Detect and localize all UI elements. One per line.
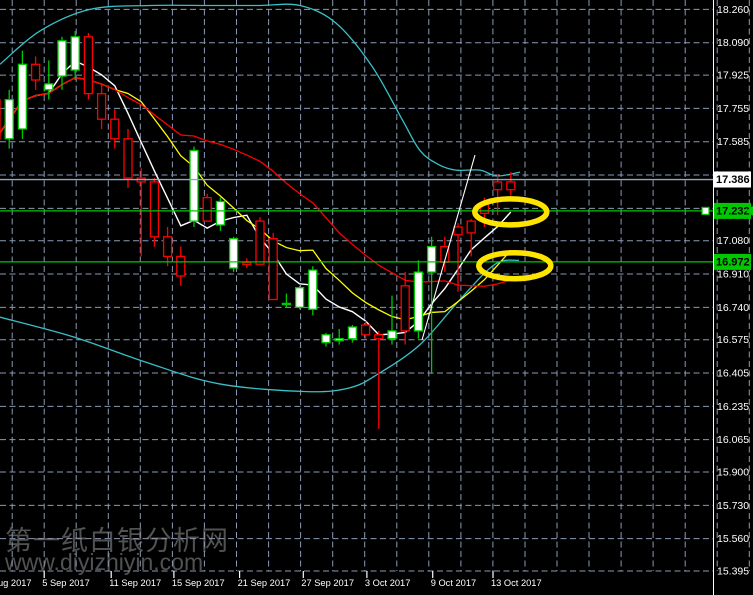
svg-text:17.080: 17.080 bbox=[717, 235, 749, 247]
svg-text:16.405: 16.405 bbox=[717, 368, 749, 380]
svg-text:15 Sep 2017: 15 Sep 2017 bbox=[172, 578, 225, 588]
svg-text:ug 2017: ug 2017 bbox=[0, 578, 32, 588]
svg-text:21 Sep 2017: 21 Sep 2017 bbox=[238, 578, 291, 588]
svg-text:17.585: 17.585 bbox=[717, 136, 749, 148]
svg-text:16.065: 16.065 bbox=[717, 434, 749, 446]
svg-text:16.910: 16.910 bbox=[717, 269, 749, 281]
svg-text:9 Oct 2017: 9 Oct 2017 bbox=[431, 578, 476, 588]
svg-text:11 Sep 2017: 11 Sep 2017 bbox=[109, 578, 161, 588]
svg-text:17.232: 17.232 bbox=[716, 205, 750, 217]
svg-text:27 Sep 2017: 27 Sep 2017 bbox=[301, 578, 354, 588]
svg-text:17.925: 17.925 bbox=[717, 70, 749, 82]
svg-text:5 Sep 2017: 5 Sep 2017 bbox=[42, 578, 90, 588]
svg-text:15.560: 15.560 bbox=[717, 533, 749, 545]
svg-text:3 Oct 2017: 3 Oct 2017 bbox=[365, 578, 410, 588]
svg-text:18.260: 18.260 bbox=[717, 4, 749, 16]
svg-text:15.730: 15.730 bbox=[717, 500, 749, 512]
svg-text:16.575: 16.575 bbox=[717, 334, 749, 346]
svg-text:18.090: 18.090 bbox=[717, 37, 749, 49]
svg-text:15.900: 15.900 bbox=[717, 467, 749, 479]
svg-text:16.740: 16.740 bbox=[717, 302, 749, 314]
svg-text:17.386: 17.386 bbox=[716, 174, 750, 186]
svg-text:16.235: 16.235 bbox=[717, 401, 749, 413]
svg-text:13 Oct 2017: 13 Oct 2017 bbox=[491, 578, 542, 588]
svg-text:17.755: 17.755 bbox=[717, 103, 749, 115]
svg-text:15.395: 15.395 bbox=[717, 566, 749, 578]
svg-text:16.972: 16.972 bbox=[716, 256, 750, 268]
